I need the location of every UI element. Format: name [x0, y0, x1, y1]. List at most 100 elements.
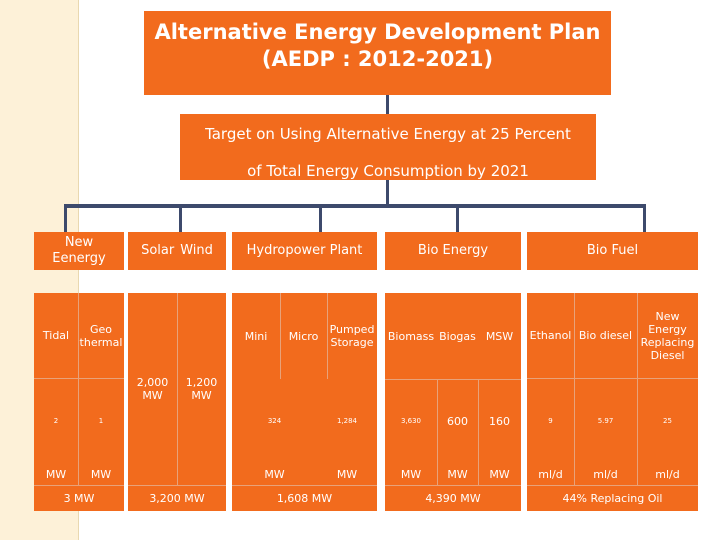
unit-biogas: MW — [437, 464, 478, 485]
bio-divider-1 — [437, 379, 438, 485]
value-msw-text: 160 — [489, 415, 510, 428]
value-biodiesel-text: 5.97 — [597, 416, 614, 425]
unit-msw: MW — [478, 464, 521, 485]
sub-tidal-label: Tidal — [42, 329, 70, 342]
new-energy-panel — [34, 293, 124, 511]
total-solar-wind: 3,200 MW — [128, 486, 226, 511]
value-tidal-text: 2 — [53, 416, 59, 425]
category-solar-wind: Solar Wind — [128, 232, 226, 270]
value-biomass-text: 3,630 — [400, 417, 422, 425]
unit-mini-text: MW — [264, 468, 285, 481]
sub-mini: Mini — [232, 293, 280, 379]
unit-pumped-text: MW — [336, 468, 358, 481]
unit-ethanol-text: ml/d — [538, 468, 563, 481]
value-newdiesel-text: 25 — [663, 416, 672, 425]
hydropower-panel — [232, 293, 377, 511]
value-tidal: 2 — [34, 378, 78, 464]
sub-biomass-label: Biomass — [387, 329, 435, 343]
unit-newdiesel-text: ml/d — [655, 468, 680, 481]
unit-biomass-text: MW — [400, 468, 422, 481]
left-stripe-edge — [78, 0, 79, 540]
sub-ethanol: Ethanol — [527, 293, 574, 378]
sub-msw: MSW — [478, 293, 521, 379]
total-hydropower-text: 1,608 MW — [276, 492, 333, 505]
unit-pumped: MW — [317, 464, 377, 485]
value-pumped: 1,284 — [317, 379, 377, 464]
unit-mini: MW — [232, 464, 317, 485]
sub-micro: Micro — [280, 293, 327, 379]
total-bio-energy: 4,390 MW — [385, 486, 521, 511]
value-ethanol: 9 — [527, 378, 574, 464]
value-geo-text: 1 — [98, 416, 104, 425]
sub-msw-label: MSW — [485, 329, 514, 343]
unit-tidal: MW — [34, 464, 78, 485]
total-hydropower: 1,608 MW — [232, 486, 377, 511]
unit-biogas-text: MW — [447, 468, 468, 481]
sub-biodiesel: Bio diesel — [574, 293, 637, 378]
unit-geo: MW — [78, 464, 124, 485]
category-solar-label: Solar — [141, 243, 175, 258]
connector-drop-1 — [64, 204, 67, 232]
bio-fuel-panel — [527, 293, 698, 511]
value-mini: 324 — [232, 379, 317, 464]
unit-newdiesel: ml/d — [637, 464, 698, 485]
connector-drop-3 — [319, 204, 322, 232]
sub-biogas-label: Biogas — [439, 329, 476, 343]
solar-wind-divider — [177, 293, 178, 485]
value-solar-text: 2,000 MW — [136, 376, 169, 402]
value-biogas-text: 600 — [447, 415, 468, 428]
hydro-row-line — [232, 485, 377, 486]
hydro-divider-2 — [327, 293, 328, 379]
connector-drop-5 — [643, 204, 646, 232]
sub-tidal: Tidal — [34, 293, 78, 378]
sub-newdiesel-label: New Energy Replacing Diesel — [640, 309, 695, 362]
target-line1: Target on Using Alternative Energy at 25… — [205, 125, 571, 143]
plan-title-line1: Alternative Energy Development Plan — [154, 20, 601, 44]
plan-title: Alternative Energy Development Plan (AED… — [144, 11, 611, 95]
sub-biomass: Biomass — [385, 293, 437, 379]
sub-mini-label: Mini — [244, 329, 268, 343]
value-wind: 1,200 MW — [177, 372, 226, 406]
fuel-row-line2 — [527, 485, 698, 486]
sub-newdiesel: New Energy Replacing Diesel — [637, 293, 698, 378]
total-bio-energy-text: 4,390 MW — [425, 492, 481, 505]
sub-micro-label: Micro — [288, 329, 319, 343]
hydro-divider-1 — [280, 293, 281, 379]
total-solar-wind-text: 3,200 MW — [149, 492, 205, 505]
sub-geo: Geo thermal — [78, 293, 124, 378]
category-hydropower-label: Hydropower Plant — [246, 243, 363, 258]
fuel-row-line1 — [527, 378, 698, 379]
category-bio-energy-label: Bio Energy — [417, 243, 489, 258]
connector-title-target — [386, 95, 389, 114]
value-biogas: 600 — [437, 379, 478, 464]
connector-bus — [64, 204, 646, 208]
value-msw: 160 — [478, 379, 521, 464]
connector-target-bus — [386, 180, 389, 204]
value-wind-text: 1,200 MW — [185, 376, 218, 402]
value-ethanol-text: 9 — [548, 416, 553, 425]
value-biodiesel: 5.97 — [574, 378, 637, 464]
unit-tidal-text: MW — [45, 468, 67, 481]
total-new-energy: 3 MW — [34, 486, 124, 511]
category-bio-energy: Bio Energy — [385, 232, 521, 270]
target-box: Target on Using Alternative Energy at 25… — [180, 114, 596, 180]
target-line2: of Total Energy Consumption by 2021 — [247, 162, 529, 180]
sub-geo-label: Geo thermal — [79, 322, 123, 349]
value-pumped-text: 1,284 — [336, 417, 358, 425]
sub-pumped: Pumped Storage — [327, 293, 377, 379]
value-solar: 2,000 MW — [128, 372, 177, 406]
connector-drop-4 — [456, 204, 459, 232]
plan-title-line2: (AEDP : 2012-2021) — [261, 47, 494, 71]
new-energy-row-line1 — [34, 378, 124, 379]
bio-divider-2 — [478, 379, 479, 485]
value-geo: 1 — [78, 378, 124, 464]
fuel-divider-1 — [574, 293, 575, 485]
sub-pumped-label: Pumped Storage — [329, 323, 375, 349]
sub-biodiesel-label: Bio diesel — [578, 329, 633, 342]
value-newdiesel: 25 — [637, 378, 698, 464]
connector-drop-2 — [179, 204, 182, 232]
sub-ethanol-label: Ethanol — [529, 329, 572, 342]
total-bio-fuel-text: 44% Replacing Oil — [562, 492, 663, 505]
unit-biodiesel-text: ml/d — [593, 468, 618, 481]
unit-ethanol: ml/d — [527, 464, 574, 485]
